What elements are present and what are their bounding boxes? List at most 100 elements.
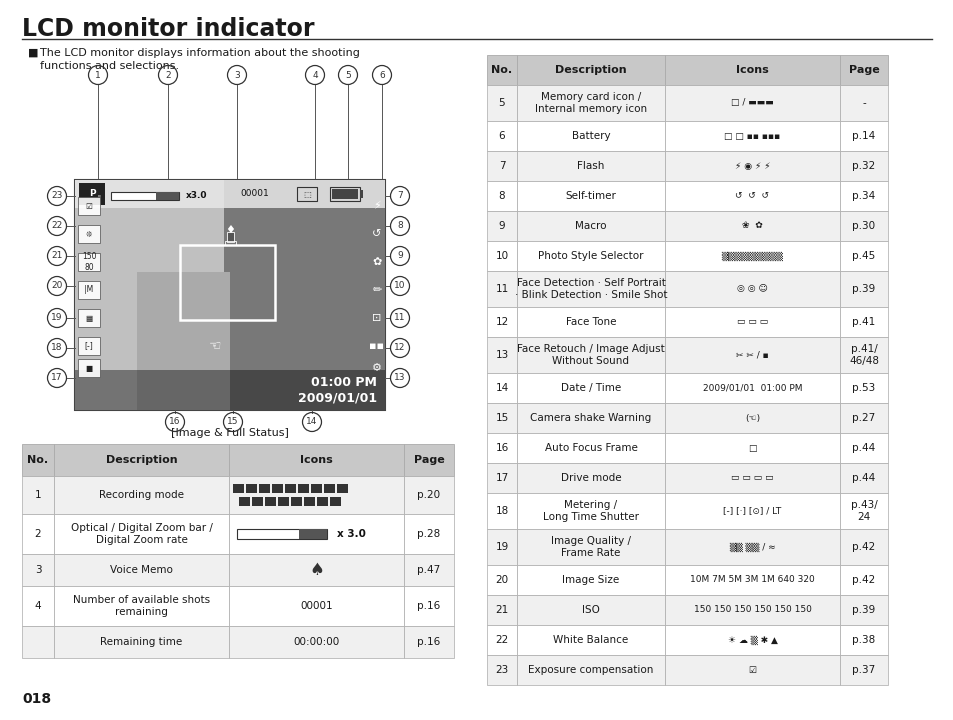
Text: ❀  ✿: ❀ ✿	[741, 222, 762, 230]
Text: Drive mode: Drive mode	[560, 473, 620, 483]
Bar	[840, 529, 887, 565]
Bar	[22, 444, 54, 476]
Text: p.43/
24: p.43/ 24	[850, 500, 877, 522]
Text: ✏: ✏	[372, 285, 381, 295]
Bar	[486, 565, 517, 595]
Bar	[517, 55, 664, 85]
Text: Face Tone: Face Tone	[565, 317, 616, 327]
Bar	[78, 225, 100, 243]
Bar	[54, 444, 229, 476]
Text: ❊: ❊	[86, 230, 92, 238]
Text: p.39: p.39	[851, 605, 875, 615]
Text: 12: 12	[394, 343, 405, 353]
Bar	[664, 565, 840, 595]
Text: Icons: Icons	[300, 455, 333, 465]
Bar	[330, 497, 340, 506]
Text: ↺: ↺	[372, 229, 381, 239]
Bar	[840, 181, 887, 211]
Bar	[22, 476, 54, 514]
Text: ISO: ISO	[581, 605, 599, 615]
Text: 11: 11	[394, 313, 405, 323]
Bar	[486, 433, 517, 463]
Text: 19: 19	[51, 313, 63, 323]
Text: Number of available shots
remaining: Number of available shots remaining	[72, 595, 210, 617]
Text: ▭ ▭ ▭ ▭: ▭ ▭ ▭ ▭	[730, 474, 773, 482]
Bar	[75, 180, 385, 208]
Text: p.20: p.20	[417, 490, 440, 500]
Bar	[664, 307, 840, 337]
Bar	[252, 497, 263, 506]
Text: p.41: p.41	[851, 317, 875, 327]
Bar	[840, 655, 887, 685]
Bar	[78, 253, 100, 271]
Text: p.38: p.38	[851, 635, 875, 645]
Text: 5: 5	[498, 98, 505, 108]
Bar	[486, 655, 517, 685]
Text: ᵒ: ᵒ	[97, 195, 100, 201]
Bar	[311, 484, 322, 493]
Text: Camera shake Warning: Camera shake Warning	[530, 413, 651, 423]
Bar	[517, 373, 664, 403]
Text: ✂ ✂ / ▪: ✂ ✂ / ▪	[736, 351, 768, 359]
Text: P: P	[89, 189, 95, 199]
Bar	[840, 211, 887, 241]
Text: ↺  ↺  ↺: ↺ ↺ ↺	[735, 192, 769, 200]
Bar	[180, 245, 274, 320]
Bar	[78, 359, 100, 377]
Bar	[277, 497, 289, 506]
Bar	[486, 271, 517, 307]
Bar	[486, 151, 517, 181]
Bar	[54, 626, 229, 658]
Bar	[298, 529, 327, 539]
Bar	[517, 337, 664, 373]
Text: No.: No.	[491, 65, 512, 75]
Bar	[486, 181, 517, 211]
Text: ▒▒▒▒▒▒▒▒▒: ▒▒▒▒▒▒▒▒▒	[720, 251, 782, 261]
Bar	[517, 181, 664, 211]
Text: 2: 2	[34, 529, 41, 539]
Text: ⊡: ⊡	[372, 313, 381, 323]
Bar	[332, 189, 357, 199]
Bar	[517, 307, 664, 337]
Text: 8: 8	[498, 191, 505, 201]
Text: [-]: [-]	[85, 341, 93, 351]
Text: 1: 1	[95, 71, 101, 79]
Bar	[840, 433, 887, 463]
Bar	[664, 337, 840, 373]
Text: Self-timer: Self-timer	[565, 191, 616, 201]
Bar	[265, 497, 275, 506]
Text: Description: Description	[106, 455, 177, 465]
Bar	[297, 484, 309, 493]
Text: 12: 12	[495, 317, 508, 327]
Bar	[486, 625, 517, 655]
Text: ▪▪: ▪▪	[369, 341, 384, 351]
Text: 6: 6	[378, 71, 384, 79]
Text: Image Quality /
Frame Rate: Image Quality / Frame Rate	[551, 536, 630, 558]
Text: White Balance: White Balance	[553, 635, 628, 645]
Text: Recording mode: Recording mode	[99, 490, 184, 500]
Bar	[78, 309, 100, 327]
Bar	[517, 625, 664, 655]
Text: 22: 22	[495, 635, 508, 645]
Text: 21: 21	[51, 251, 63, 261]
Text: 2: 2	[165, 71, 171, 79]
Text: p.44: p.44	[851, 473, 875, 483]
Bar	[664, 493, 840, 529]
Bar	[229, 444, 403, 476]
Bar	[664, 121, 840, 151]
Text: ▭ ▭ ▭: ▭ ▭ ▭	[736, 318, 767, 326]
Text: ☀ ☁ ▒ ✱ ▲: ☀ ☁ ▒ ✱ ▲	[727, 635, 777, 644]
Bar	[403, 476, 454, 514]
Bar	[272, 484, 283, 493]
Text: [Image & Full Status]: [Image & Full Status]	[171, 428, 289, 438]
Bar	[54, 586, 229, 626]
Bar	[246, 484, 256, 493]
Text: 17: 17	[51, 374, 63, 382]
Text: 00:00:00: 00:00:00	[294, 637, 339, 647]
Text: 14: 14	[306, 418, 317, 426]
Text: p.45: p.45	[851, 251, 875, 261]
Bar	[517, 403, 664, 433]
Bar	[137, 272, 230, 410]
Text: 3: 3	[233, 71, 239, 79]
Bar	[517, 271, 664, 307]
